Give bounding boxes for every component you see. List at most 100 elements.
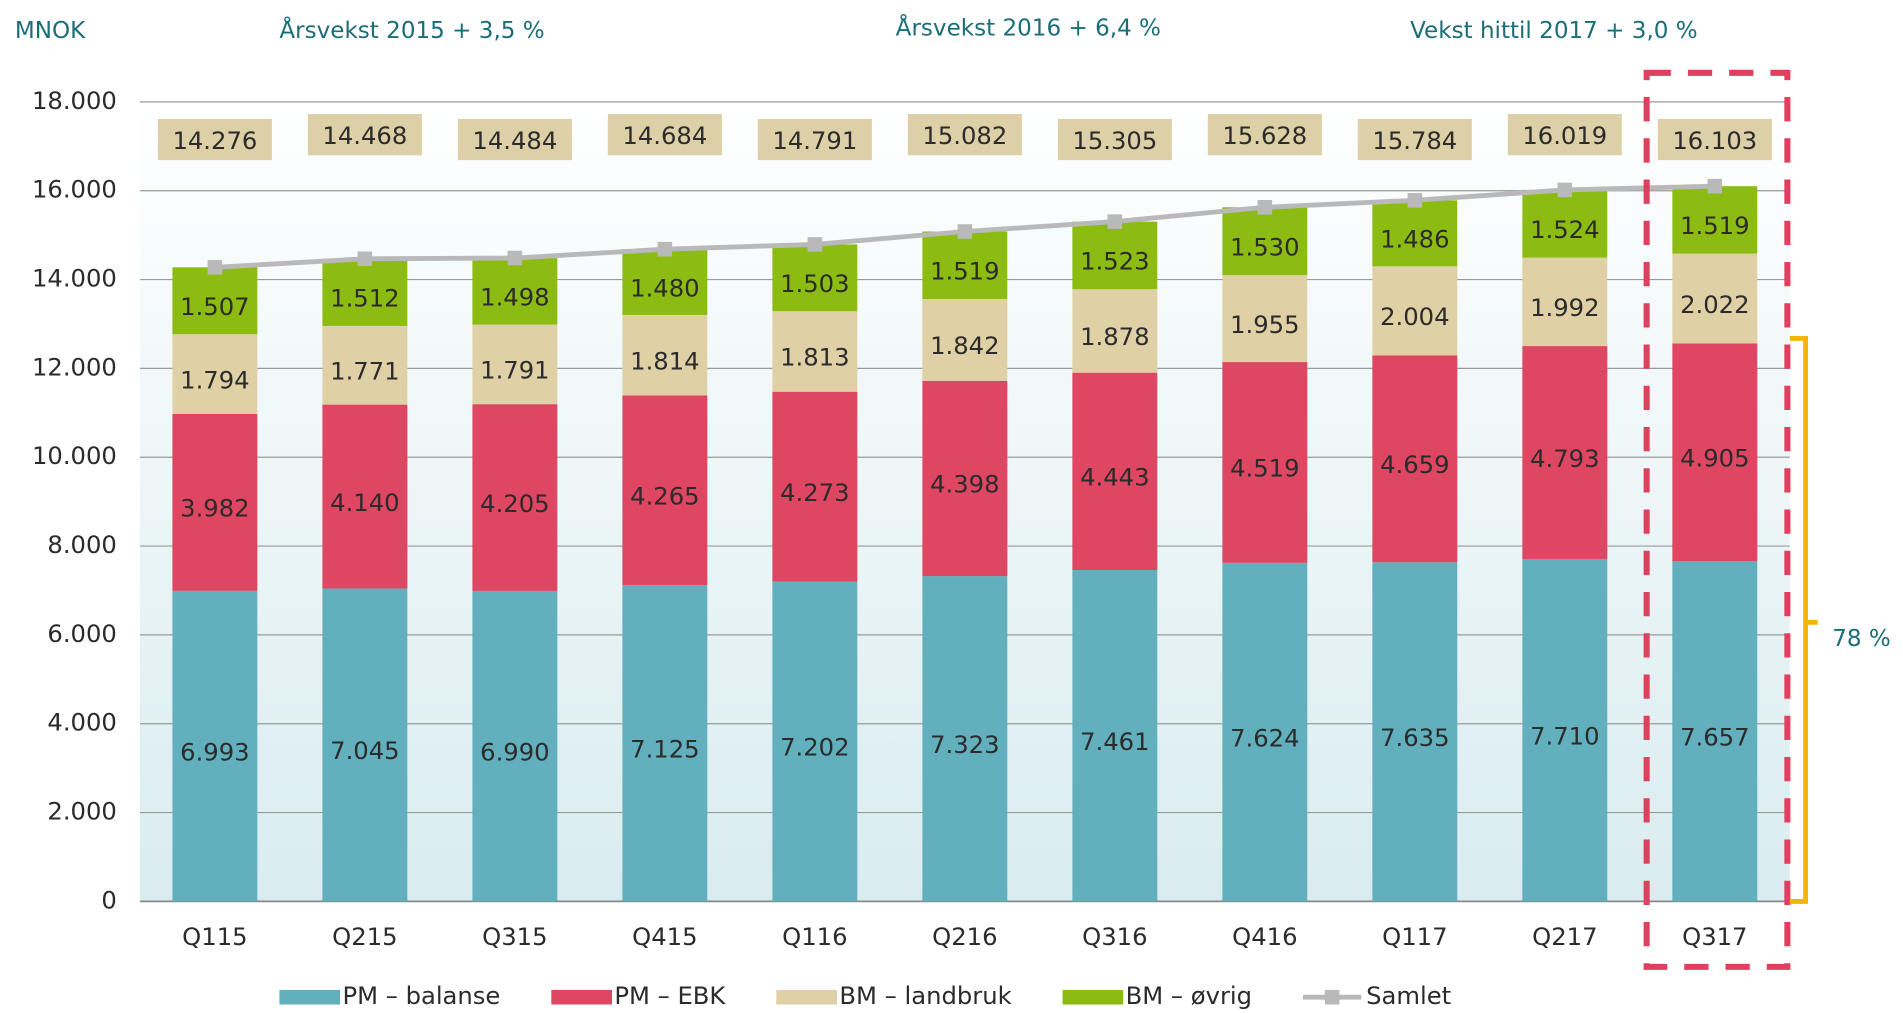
layer: 0 2.000 4.000 6.000 8.000 10.000 12.000 14.000 1… xyxy=(32,86,1790,1010)
data-label: 1.955 xyxy=(1230,310,1299,339)
x-tick-label: Q317 xyxy=(1682,922,1747,951)
bar-segment xyxy=(1522,558,1608,902)
data-label: 1.480 xyxy=(630,273,699,302)
bar-segment xyxy=(922,380,1008,577)
line-marker xyxy=(957,224,973,239)
legend-label: PM – balanse xyxy=(342,981,500,1010)
total-box xyxy=(1507,114,1622,156)
line-marker xyxy=(807,237,823,252)
data-label: 1.791 xyxy=(480,356,549,385)
total-box xyxy=(1057,118,1172,161)
total-label: 16.103 xyxy=(1672,126,1757,155)
bar-segment xyxy=(1072,570,1158,902)
line-marker xyxy=(507,250,523,266)
data-label: 7.125 xyxy=(630,734,699,763)
y-tick-label: 8.000 xyxy=(47,530,116,559)
data-label: 1.842 xyxy=(930,331,999,360)
bar-segment xyxy=(172,267,258,335)
data-label: 4.519 xyxy=(1230,454,1299,483)
line-marker xyxy=(1407,193,1423,208)
line-marker xyxy=(1557,182,1573,198)
data-label: 7.461 xyxy=(1080,727,1149,756)
bar-segment xyxy=(1222,207,1308,276)
bar-segment xyxy=(1672,186,1758,254)
data-label: 1.519 xyxy=(930,257,999,286)
bar-segment xyxy=(172,590,258,902)
line-marker xyxy=(1257,199,1273,215)
bar-segment xyxy=(922,231,1008,299)
legend-label: BM – landbruk xyxy=(839,981,1011,1010)
highlight-box xyxy=(1643,69,1791,970)
y-tick-label: 18.000 xyxy=(32,86,117,115)
data-label: 4.205 xyxy=(480,489,549,518)
total-label: 15.305 xyxy=(1072,126,1157,155)
data-label: 2.004 xyxy=(1380,302,1449,331)
total-label: 14.791 xyxy=(772,126,857,155)
total-box xyxy=(907,114,1022,156)
bar-segment xyxy=(922,576,1008,902)
legend-label: Samlet xyxy=(1366,981,1451,1010)
bar-segment xyxy=(472,590,558,902)
bar-segment xyxy=(322,325,408,405)
total-box xyxy=(1657,118,1772,161)
y-tick-label: 14.000 xyxy=(32,264,117,293)
data-label: 7.323 xyxy=(930,730,999,759)
bar-segment xyxy=(1522,189,1608,258)
line-marker xyxy=(657,241,673,257)
x-tick-label: Q416 xyxy=(1232,922,1297,951)
growth-note: Årsvekst 2015 + 3,5 % xyxy=(279,16,544,44)
bar-segment xyxy=(172,413,258,591)
data-label: 7.045 xyxy=(330,736,399,765)
bar-segment xyxy=(472,404,558,591)
data-label: 4.905 xyxy=(1680,444,1749,473)
total-box xyxy=(757,118,872,161)
total-label: 15.628 xyxy=(1222,121,1307,150)
legend-swatch xyxy=(1062,989,1124,1005)
data-label: 4.265 xyxy=(630,481,699,510)
x-tick-label: Q315 xyxy=(482,922,547,951)
data-label: 1.523 xyxy=(1080,247,1149,276)
total-box xyxy=(457,118,572,161)
data-label: 1.813 xyxy=(780,343,849,372)
bar-segment xyxy=(1672,561,1758,902)
x-tick-label: Q116 xyxy=(782,922,847,951)
total-label: 14.684 xyxy=(622,121,707,150)
data-label: 6.993 xyxy=(180,737,249,766)
y-tick-label: 12.000 xyxy=(32,352,117,381)
data-label: 1.486 xyxy=(1380,225,1449,254)
growth-note: Vekst hittil 2017 + 3,0 % xyxy=(1410,18,1698,44)
x-tick-label: Q217 xyxy=(1532,922,1597,951)
bar-segment xyxy=(622,314,708,396)
data-label: 7.635 xyxy=(1380,723,1449,752)
total-label: 16.019 xyxy=(1522,121,1607,150)
line-marker xyxy=(357,251,373,267)
legend-swatch xyxy=(776,989,837,1005)
bar-segment xyxy=(1072,221,1158,290)
total-label: 15.784 xyxy=(1372,126,1457,155)
legend-swatch xyxy=(279,989,341,1005)
bar-segment xyxy=(1672,343,1758,562)
bar-segment xyxy=(1372,355,1458,563)
data-label: 1.771 xyxy=(330,357,399,386)
y-tick-label: 16.000 xyxy=(32,175,117,204)
data-label: 1.519 xyxy=(1680,211,1749,240)
data-label: 4.793 xyxy=(1530,444,1599,473)
data-label: 1.512 xyxy=(330,284,399,313)
data-label: 7.657 xyxy=(1680,723,1749,752)
line-marker xyxy=(1107,214,1123,229)
data-label: 1.507 xyxy=(180,292,249,321)
bar-segment xyxy=(772,311,858,392)
bar-segment xyxy=(322,404,408,589)
data-label: 4.659 xyxy=(1380,450,1449,479)
x-tick-label: Q117 xyxy=(1382,922,1447,951)
total-label: 14.468 xyxy=(322,121,407,150)
bar-segment xyxy=(322,258,408,326)
bar-segment xyxy=(622,584,708,902)
bar-segment xyxy=(1222,562,1308,902)
x-tick-label: Q415 xyxy=(632,922,697,951)
total-box xyxy=(307,114,422,156)
line-marker xyxy=(207,260,223,275)
bar-segment xyxy=(472,258,558,325)
bar-segment xyxy=(1522,346,1608,559)
